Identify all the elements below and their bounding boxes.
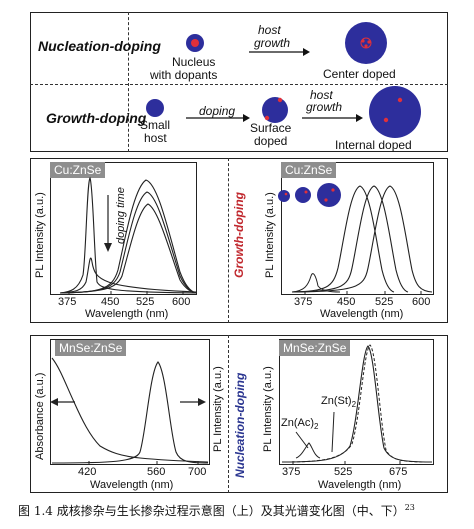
size-series-particle-1 [278, 190, 290, 202]
x-tick-bottom-right-525: 525 [334, 466, 353, 478]
host-growth-label: host growth [254, 23, 291, 50]
growth-doping-title: Growth-doping [46, 110, 147, 126]
spectrum-sharp-peak-2 [59, 257, 197, 294]
mnse-right-plot-frame [279, 339, 434, 465]
doping-label: doping [199, 104, 236, 118]
x-tick-bottom-left-420: 420 [78, 466, 97, 478]
x-tick-bottom-right-375: 375 [282, 466, 301, 478]
x-axis-label-left: Wavelength (nm) [85, 308, 169, 320]
x-tick-right-525: 525 [375, 296, 394, 308]
x-tick-right-450: 450 [337, 296, 356, 308]
x-tick-right-375: 375 [294, 296, 313, 308]
spectrum-znst2 [281, 345, 433, 463]
spectrum-right-3 [291, 185, 433, 293]
x-axis-label-right: Wavelength (nm) [320, 308, 404, 320]
x-tick-left-525: 525 [136, 296, 155, 308]
mnse-znse-tag-right: MnSe:ZnSe [279, 340, 351, 356]
row-divider [30, 84, 448, 85]
middle-panel [30, 158, 448, 323]
figure-caption: 图 1.4 成核掺杂与生长掺杂过程示意图（上）及其光谱变化图（中、下）23 [18, 503, 415, 518]
cu-znse-tag-left: Cu:ZnSe [50, 162, 106, 178]
x-tick-left-600: 600 [172, 296, 191, 308]
spectrum-broad-3 [59, 203, 197, 294]
cu-znse-right-plot-frame [281, 162, 434, 295]
cu-znse-left-plot-frame [50, 162, 197, 295]
spectrum-znac2 [281, 344, 433, 463]
host-growth-label-2: host growth [306, 88, 343, 114]
spectrum-right-2 [291, 185, 409, 293]
x-tick-right-600: 600 [412, 296, 431, 308]
x-tick-bottom-left-700: 700 [188, 466, 207, 478]
internal-doped-label: Internal doped [335, 138, 412, 152]
x-axis-label-bottom-right: Wavelength (nm) [318, 479, 402, 491]
bottom-divider [228, 335, 229, 493]
znac2-label: Zn(Ac)2 [281, 417, 319, 432]
size-series-particle-3 [317, 183, 341, 207]
column-divider [128, 12, 129, 152]
x-tick-bottom-right-675: 675 [389, 466, 408, 478]
middle-divider [228, 158, 229, 323]
absorbance-curve [51, 357, 209, 463]
znac2-pointer [295, 431, 309, 449]
nucleus-dopant [191, 39, 199, 47]
spectrum-right-1 [291, 185, 395, 293]
x-tick-left-450: 450 [101, 296, 120, 308]
nucleus-label: Nucleus with dopants [150, 55, 218, 82]
x-axis-label-bottom-left: Wavelength (nm) [90, 479, 174, 491]
pl-emission-curve [51, 361, 209, 464]
internal-doped-particle [369, 86, 421, 138]
spectrum-znac2-small [295, 442, 321, 459]
znst2-pointer [331, 411, 335, 453]
center-doped-label: Center doped [323, 67, 396, 81]
small-host-label: Small host [140, 118, 171, 145]
schematic-graphics [146, 22, 421, 138]
nucleation-doping-title: Nucleation-doping [38, 38, 161, 54]
x-tick-bottom-left-560: 560 [147, 466, 166, 478]
schematic-panel [30, 12, 448, 152]
znst2-label: Zn(St)2 [321, 395, 357, 410]
small-host-particle [146, 99, 164, 117]
mnse-znse-tag-left: MnSe:ZnSe [55, 340, 127, 356]
center-doped-particle [345, 22, 387, 64]
x-tick-left-375: 375 [58, 296, 77, 308]
bottom-panel [30, 335, 448, 493]
cu-znse-tag-right: Cu:ZnSe [281, 162, 337, 178]
spectrum-broad-2 [59, 191, 197, 294]
spectrum-broad-1 [59, 179, 197, 294]
surface-doped-label: Surface doped [250, 121, 292, 148]
